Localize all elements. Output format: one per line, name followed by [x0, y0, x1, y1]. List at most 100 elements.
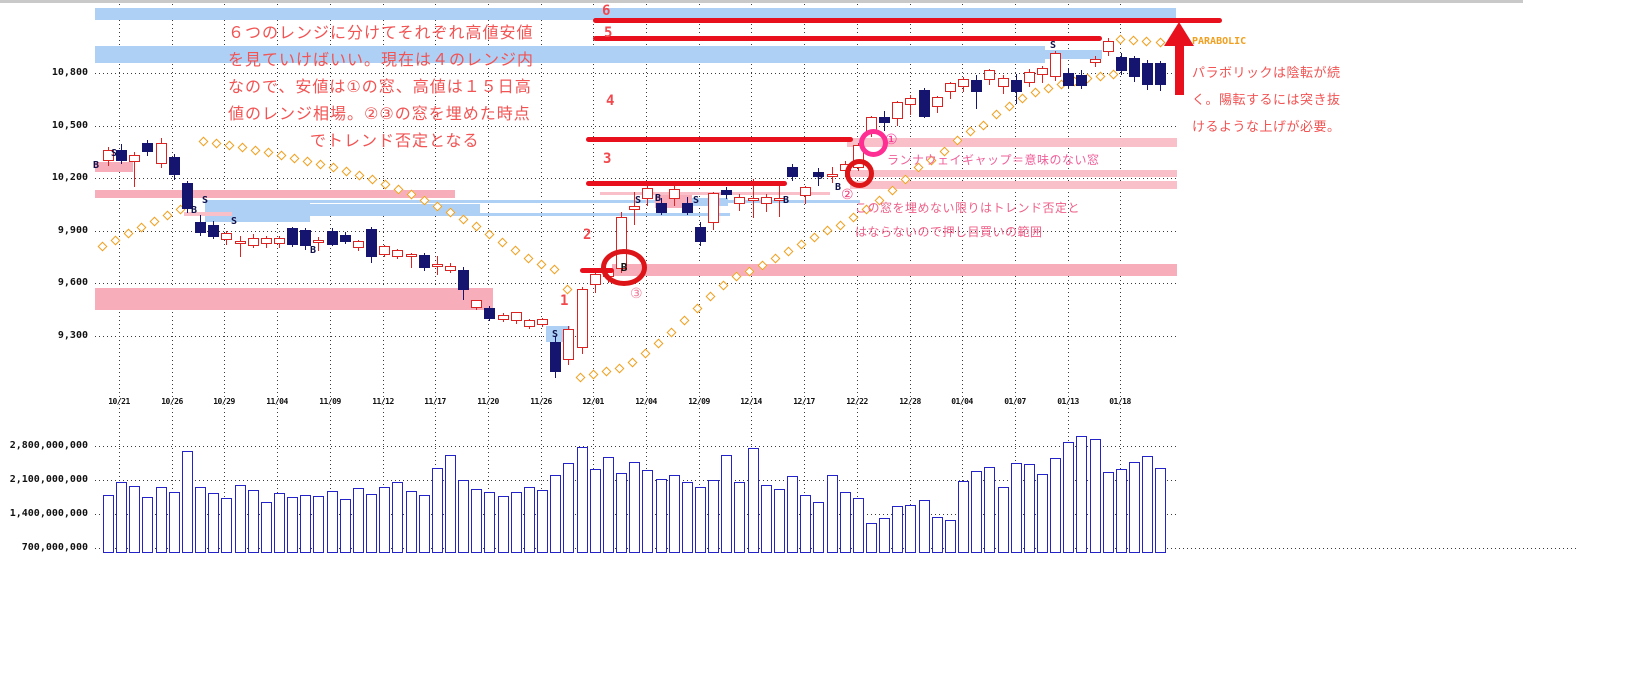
date-gridline — [1015, 4, 1016, 553]
sar-dot — [614, 363, 625, 374]
date-label: 12/09 — [688, 397, 710, 406]
candle — [1129, 58, 1140, 77]
sar-dot — [198, 136, 209, 147]
price-band — [95, 162, 133, 172]
resistance-line — [593, 36, 1102, 41]
candle — [774, 198, 785, 201]
price-band — [95, 190, 455, 198]
volume-bar — [1076, 436, 1087, 553]
volume-bar — [524, 487, 535, 553]
candle — [629, 206, 640, 210]
sar-dot — [965, 126, 976, 137]
volume-bar — [682, 482, 693, 553]
price-band — [95, 288, 493, 310]
sar-dot — [497, 237, 508, 248]
volume-bar — [590, 469, 601, 553]
candle — [1155, 63, 1166, 85]
date-gridline — [435, 4, 436, 553]
volume-bar — [945, 520, 956, 553]
volume-bar — [1011, 463, 1022, 553]
volume-bar — [1129, 462, 1140, 553]
candle — [656, 203, 667, 213]
date-gridline — [277, 4, 278, 553]
sar-dot — [458, 214, 469, 225]
volume-bar — [406, 491, 417, 553]
volume-tick-label: 1,400,000,000 — [9, 508, 88, 519]
sar-dot — [211, 138, 222, 149]
volume-bar — [879, 518, 890, 553]
date-gridline — [962, 4, 963, 553]
volume-bar — [458, 480, 469, 553]
candle — [1090, 59, 1101, 63]
volume-bar — [274, 493, 285, 553]
candle-wick — [818, 168, 819, 186]
candle — [1050, 53, 1061, 77]
signal-label: B — [654, 193, 662, 204]
price-tick-label: 10,800 — [51, 67, 88, 78]
candle-wick — [318, 237, 319, 251]
volume-bar — [1050, 458, 1061, 553]
candle — [156, 143, 167, 164]
candle — [787, 167, 798, 177]
sar-dot — [601, 366, 612, 377]
volume-bar — [142, 497, 153, 553]
volume-bar — [182, 451, 193, 553]
volume-bar — [813, 502, 824, 553]
date-label: 12/01 — [582, 397, 604, 406]
volume-bar — [1155, 468, 1166, 553]
volume-bar — [103, 495, 114, 553]
signal-label: S — [1049, 40, 1057, 51]
volume-bar — [800, 495, 811, 553]
note-line: ６つのレンジに分けてそれぞれ高値安値 — [228, 25, 534, 42]
price-band — [847, 138, 1177, 147]
candle — [1011, 80, 1022, 92]
range-number: 1 — [560, 293, 569, 309]
candle — [208, 225, 219, 237]
sar-dot — [822, 225, 833, 236]
candle — [642, 188, 653, 199]
signal-label: S — [230, 216, 238, 227]
candle — [340, 235, 351, 242]
volume-bar — [353, 488, 364, 553]
sar-dot — [1141, 36, 1152, 47]
window-note: はならないので押し目買いの範囲 — [855, 225, 1043, 239]
candle — [182, 183, 193, 209]
candle — [984, 70, 995, 80]
candle-wick — [910, 95, 911, 115]
candle — [748, 198, 759, 201]
volume-bar — [892, 506, 903, 553]
sar-dot — [1115, 34, 1126, 45]
window-note: この窓を埋めない限りはトレンド否定と — [855, 201, 1081, 215]
volume-bar — [392, 482, 403, 553]
date-gridline — [857, 4, 858, 553]
volume-bar — [208, 493, 219, 553]
date-gridline — [699, 4, 700, 553]
resistance-line — [586, 137, 853, 142]
date-label: 11/20 — [477, 397, 499, 406]
volume-bar — [116, 482, 127, 553]
candle — [406, 254, 417, 257]
volume-bar — [761, 485, 772, 553]
date-gridline — [1068, 4, 1069, 553]
parabolic-label: PARABOLIC — [1192, 36, 1247, 47]
range-number: 5 — [604, 25, 613, 41]
volume-bar — [932, 517, 943, 553]
candle — [1103, 41, 1114, 52]
sar-dot — [770, 253, 781, 264]
candle — [142, 143, 153, 152]
candle — [1024, 72, 1035, 83]
candle — [300, 230, 311, 246]
candle — [392, 250, 403, 257]
volume-bar — [984, 467, 995, 553]
candle — [563, 329, 574, 360]
date-label: 12/14 — [740, 397, 762, 406]
date-gridline — [541, 4, 542, 553]
date-gridline — [383, 4, 384, 553]
sar-dot — [705, 291, 716, 302]
candle — [932, 97, 943, 107]
sar-dot — [471, 221, 482, 232]
price-gridline — [95, 231, 1178, 232]
volume-tick-label: 2,100,000,000 — [9, 474, 88, 485]
candle — [550, 342, 561, 372]
candle — [366, 229, 377, 257]
